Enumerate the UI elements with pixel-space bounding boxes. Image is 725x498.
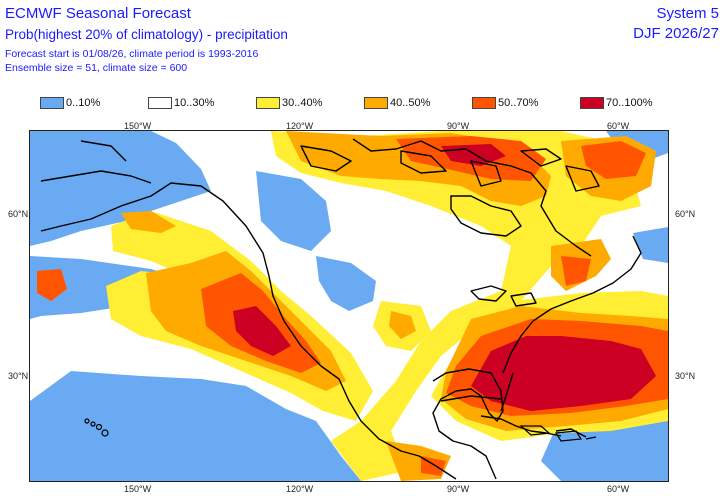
left-lat-label-30n: 30°N [8,371,29,381]
legend-item-10-30: 10..30% [148,95,214,111]
coastlines [40,138,642,480]
forecast-map [29,130,669,482]
legend-swatch [580,97,604,109]
legend-item-30-40: 30..40% [256,95,322,111]
legend-swatch [40,97,64,109]
prob-0-10-regions [30,131,668,481]
legend-label: 50..70% [498,97,539,109]
map-subtitle: Prob(highest 20% of climatology) - preci… [5,27,288,42]
legend-label: 10..30% [174,97,215,109]
ensemble-size-text: Ensemble size = 51, climate size = 600 [5,62,188,74]
legend-item-40-50: 40..50% [364,95,430,111]
top-lon-label-90w: 90°W [447,121,470,131]
right-lat-label-30n: 30°N [675,371,696,381]
legend-item-0-10: 0..10% [40,95,100,111]
legend-swatch [256,97,280,109]
bottom-lon-label-60w: 60°W [607,484,630,494]
left-lat-label-60n: 60°N [8,209,29,219]
top-lon-label-120w: 120°W [286,121,314,131]
bottom-lon-label-150w: 150°W [124,484,152,494]
legend-label: 30..40% [282,97,323,109]
legend-label: 70..100% [606,97,653,109]
legend-swatch [148,97,172,109]
season-label: DJF 2026/27 [633,25,719,42]
map-title: ECMWF Seasonal Forecast [5,5,191,22]
right-lat-label-60n: 60°N [675,209,696,219]
caribbean-islands [519,425,597,442]
legend-swatch [364,97,388,109]
bottom-lon-label-120w: 120°W [286,484,314,494]
forecast-start-text: Forecast start is 01/08/26, climate peri… [5,48,259,60]
legend-item-70-100: 70..100% [580,95,652,111]
legend-swatch [472,97,496,109]
hawaii-islands [84,418,109,437]
map-canvas [30,131,668,481]
legend-label: 40..50% [390,97,431,109]
legend-item-50-70: 50..70% [472,95,538,111]
legend: 0..10% 10..30% 30..40% 40..50% 50..70% 7… [40,95,680,111]
bottom-lon-label-90w: 90°W [447,484,470,494]
top-lon-label-150w: 150°W [124,121,152,131]
legend-label: 0..10% [66,97,101,109]
top-lon-label-60w: 60°W [607,121,630,131]
system-label: System 5 [656,5,719,22]
